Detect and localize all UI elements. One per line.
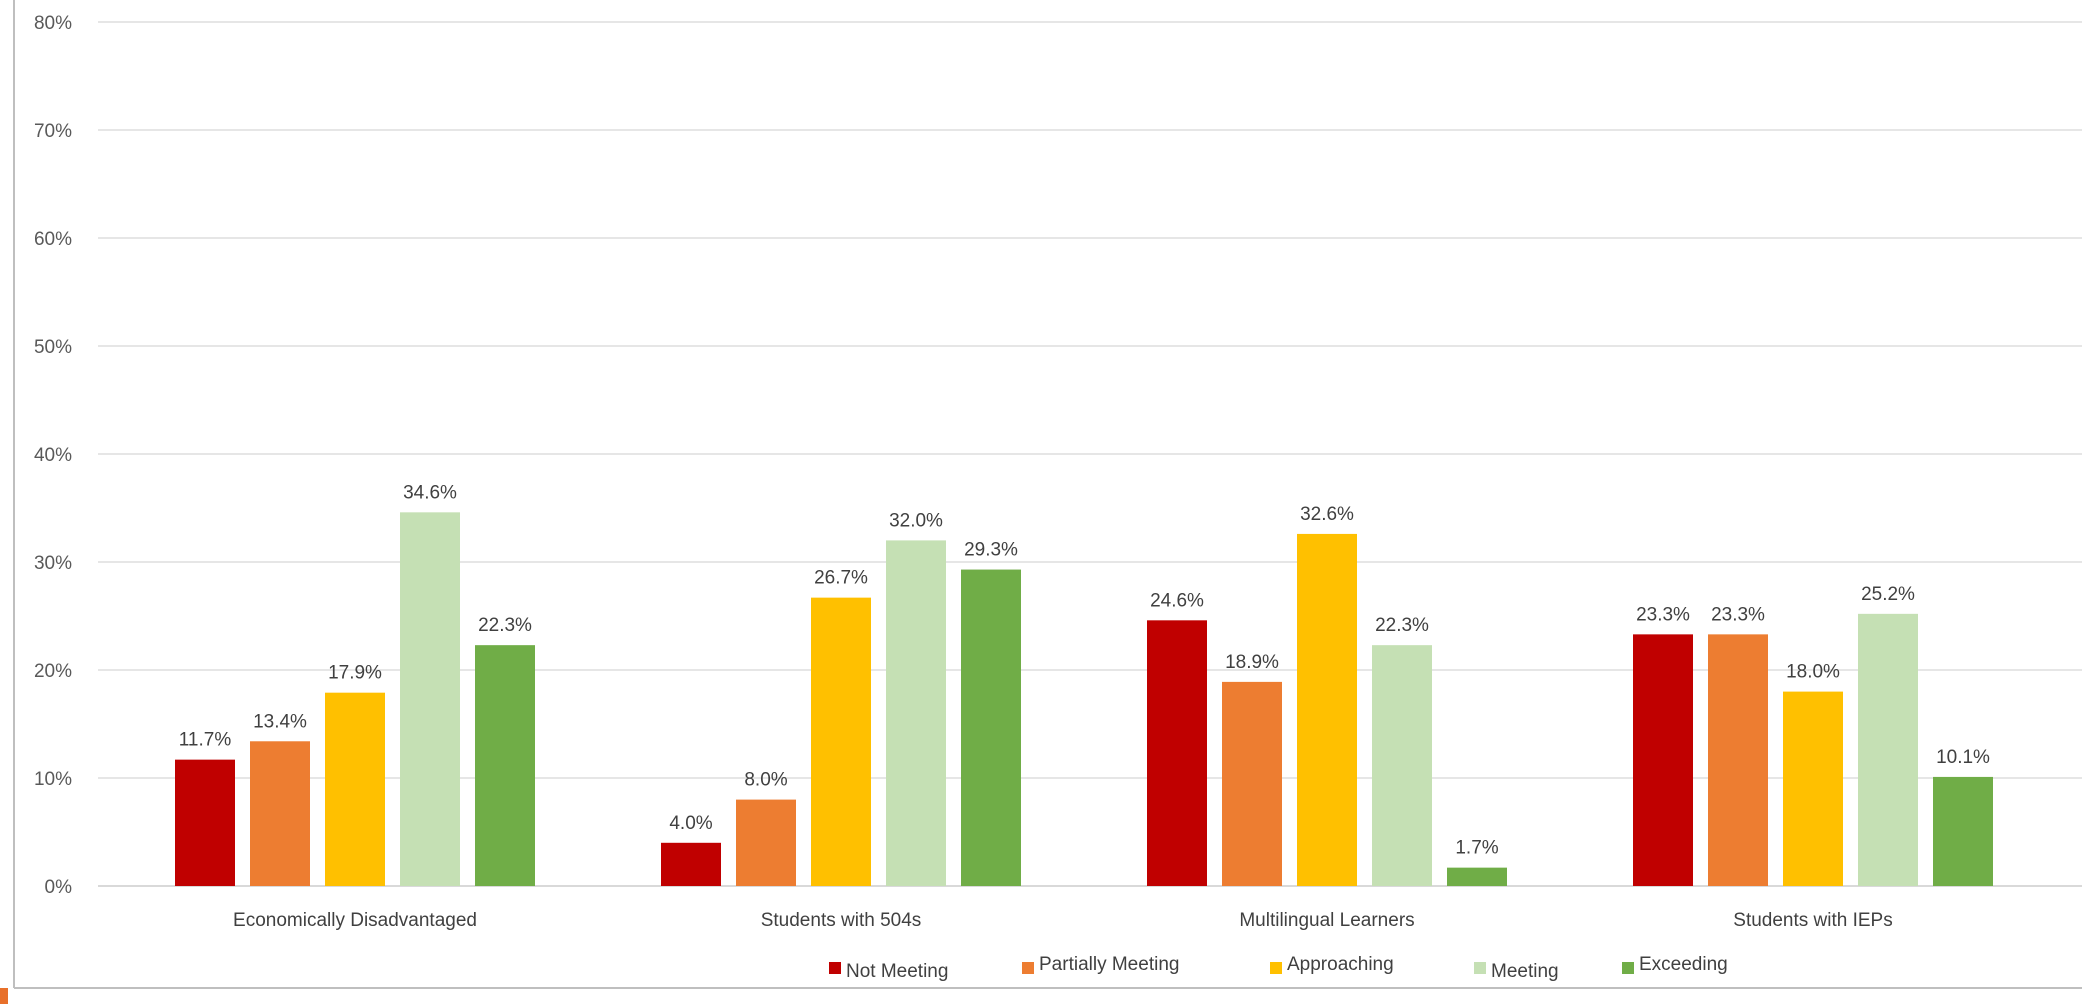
data-label: 22.3% (1375, 615, 1429, 636)
legend-swatch (1022, 962, 1034, 974)
bar-exceeding (1933, 776, 1993, 886)
category-label: Students with IEPs (1733, 910, 1892, 931)
bar-exceeding (1447, 867, 1507, 886)
legend-swatch (1622, 962, 1634, 974)
legend-swatch (1270, 962, 1282, 974)
data-label: 13.4% (253, 711, 307, 732)
y-tick-label: 30% (34, 553, 72, 574)
bar-meeting (886, 540, 946, 886)
bar-exceeding (475, 645, 535, 886)
bar-partially-meeting (1708, 634, 1768, 886)
data-label: 32.0% (889, 510, 943, 531)
data-label: 17.9% (328, 663, 382, 684)
category-label: Economically Disadvantaged (233, 910, 477, 931)
y-tick-label: 20% (34, 661, 72, 682)
data-labels: 11.7% 13.4% 17.9% 34.6% 22.3% 4.0% 8.0% 26.7% 32… (179, 482, 1990, 858)
bar-approaching (1783, 691, 1843, 886)
bar-partially-meeting (736, 799, 796, 886)
data-label: 26.7% (814, 568, 868, 589)
bar-partially-meeting (250, 741, 310, 886)
y-tick-label: 60% (34, 229, 72, 250)
legend-label: Approaching (1287, 954, 1394, 975)
bar-not-meeting (1147, 620, 1207, 886)
y-axis-ticks: 0% 10% 20% 30% 40% 50% 60% 70% 80% (34, 13, 72, 898)
data-label: 1.7% (1455, 838, 1498, 859)
y-tick-label: 50% (34, 337, 72, 358)
data-label: 25.2% (1861, 584, 1915, 605)
legend-label: Partially Meeting (1039, 954, 1179, 975)
legend-label: Meeting (1491, 961, 1559, 982)
data-label: 29.3% (964, 540, 1018, 561)
data-label: 24.6% (1150, 590, 1204, 611)
bar-not-meeting (1633, 634, 1693, 886)
data-label: 11.7% (179, 730, 232, 751)
bar-partially-meeting (1222, 681, 1282, 886)
data-label: 18.0% (1786, 662, 1840, 683)
legend-swatch (1474, 962, 1486, 974)
y-tick-label: 10% (34, 769, 72, 790)
bar-not-meeting (661, 842, 721, 886)
bar-meeting (1858, 613, 1918, 886)
bar-approaching (325, 692, 385, 886)
data-label: 34.6% (403, 482, 457, 503)
y-tick-label: 40% (34, 445, 72, 466)
data-label: 32.6% (1300, 504, 1354, 525)
data-label: 23.3% (1636, 604, 1690, 625)
bar-approaching (1297, 533, 1357, 886)
bars (175, 512, 1993, 886)
bar-not-meeting (175, 759, 235, 886)
bar-meeting (1372, 645, 1432, 886)
bar-meeting (400, 512, 460, 886)
bar-approaching (811, 597, 871, 886)
y-tick-label: 80% (34, 13, 72, 34)
data-label: 22.3% (478, 615, 532, 636)
category-label: Multilingual Learners (1239, 910, 1414, 931)
legend-label: Exceeding (1639, 954, 1728, 975)
y-tick-label: 70% (34, 121, 72, 142)
data-label: 10.1% (1936, 747, 1990, 768)
y-tick-label: 0% (45, 877, 73, 898)
category-labels: Economically Disadvantaged Students with … (233, 910, 1893, 931)
data-label: 8.0% (744, 770, 787, 791)
corner-accent (0, 988, 8, 1004)
bar-exceeding (961, 569, 1021, 886)
legend: Not Meeting Partially Meeting Approaching M… (829, 954, 1728, 982)
data-label: 4.0% (669, 813, 712, 834)
legend-swatch (829, 962, 841, 974)
data-label: 23.3% (1711, 604, 1765, 625)
legend-label: Not Meeting (846, 961, 948, 982)
data-label: 18.9% (1225, 652, 1279, 673)
category-label: Students with 504s (761, 910, 922, 931)
